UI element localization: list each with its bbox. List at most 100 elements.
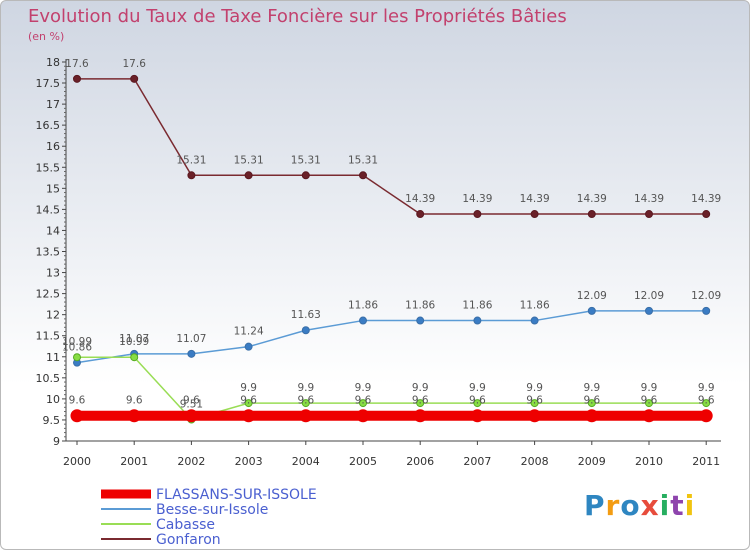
- y-tick-label: 10: [46, 393, 60, 406]
- data-point: [473, 399, 482, 408]
- data-point: [530, 210, 539, 219]
- x-tick-label: 2006: [406, 455, 434, 468]
- data-point: [587, 210, 596, 219]
- x-tick-label: 2002: [177, 455, 205, 468]
- y-tick-label: 15: [46, 182, 60, 195]
- data-label: 9.6: [412, 395, 429, 407]
- data-point: [585, 409, 599, 423]
- data-label: 9.9: [297, 382, 314, 394]
- data-label: 14.39: [634, 193, 664, 205]
- data-point: [587, 306, 596, 315]
- y-tick-label: 15.5: [36, 161, 61, 174]
- data-label: 9.6: [583, 395, 600, 407]
- data-label: 9.9: [469, 382, 486, 394]
- data-label: 10.99: [62, 336, 92, 348]
- logo-letter: o: [620, 489, 641, 522]
- y-tick-label: 14: [46, 224, 60, 237]
- x-tick-label: 2001: [120, 455, 148, 468]
- data-label: 11.86: [405, 300, 435, 312]
- data-point: [127, 409, 141, 423]
- x-tick-label: 2011: [692, 455, 720, 468]
- unit-label: (en %): [28, 30, 65, 43]
- data-point: [530, 399, 539, 408]
- data-label: 9.6: [183, 395, 200, 407]
- data-label: 15.31: [234, 154, 264, 166]
- logo-letter: i: [684, 489, 696, 522]
- x-tick-label: 2009: [578, 455, 606, 468]
- data-label: 11.07: [119, 333, 149, 345]
- data-label: 9.6: [126, 395, 143, 407]
- data-label: 9.51: [180, 399, 203, 411]
- data-label: 9.9: [355, 382, 372, 394]
- data-point: [642, 409, 656, 423]
- logo-letter: P: [584, 489, 606, 522]
- data-point: [187, 171, 196, 180]
- data-point: [359, 171, 367, 180]
- y-tick-label: 9.5: [43, 414, 61, 427]
- data-label: 15.31: [348, 154, 378, 166]
- data-label: 17.6: [65, 58, 89, 70]
- y-tick-label: 9: [53, 435, 60, 448]
- data-label: 14.39: [405, 193, 435, 205]
- x-tick-label: 2000: [63, 455, 91, 468]
- data-point: [242, 409, 256, 423]
- data-point: [528, 409, 542, 423]
- data-point: [702, 399, 711, 408]
- data-point: [73, 353, 81, 362]
- data-point: [416, 316, 425, 325]
- data-point: [359, 316, 367, 325]
- data-label: 9.9: [641, 382, 658, 394]
- y-tick-label: 13.5: [36, 246, 61, 259]
- data-point: [130, 74, 139, 83]
- logo-letter: i: [659, 489, 671, 522]
- y-tick-label: 17: [46, 98, 60, 111]
- data-label: 11.24: [234, 326, 264, 338]
- series-line-2: [77, 356, 707, 421]
- y-tick-label: 14.5: [36, 203, 61, 216]
- data-label: 17.6: [123, 58, 147, 70]
- x-tick-label: 2007: [463, 455, 491, 468]
- data-point: [473, 316, 482, 325]
- x-tick-label: 2004: [292, 455, 320, 468]
- data-label: 14.39: [577, 193, 607, 205]
- legend-label: Gonfaron: [156, 532, 221, 548]
- data-label: 10.99: [119, 336, 149, 348]
- legend-label: FLASSANS-SUR-ISSOLE: [156, 487, 317, 503]
- data-point: [587, 399, 596, 408]
- legend-label: Besse-sur-Issole: [156, 502, 268, 518]
- data-label: 14.39: [462, 193, 492, 205]
- data-label: 9.9: [526, 382, 543, 394]
- proxiti-logo: Proxiti: [584, 489, 695, 522]
- data-point: [301, 326, 310, 335]
- data-label: 9.6: [240, 395, 257, 407]
- y-tick-label: 17.5: [36, 77, 61, 90]
- y-tick-label: 16: [46, 140, 60, 153]
- data-label: 9.6: [69, 395, 86, 407]
- data-point: [244, 399, 253, 408]
- data-label: 11.86: [520, 300, 550, 312]
- logo-letter: t: [670, 489, 685, 522]
- data-point: [301, 399, 310, 408]
- data-label: 11.63: [291, 309, 321, 321]
- data-point: [187, 349, 196, 358]
- data-label: 15.31: [176, 154, 206, 166]
- y-tick-label: 12.5: [36, 288, 61, 301]
- data-point: [244, 171, 253, 180]
- data-point: [244, 342, 253, 351]
- data-point: [359, 399, 367, 408]
- data-point: [301, 171, 310, 180]
- data-label: 9.9: [240, 382, 257, 394]
- data-point: [645, 210, 653, 219]
- data-point: [130, 353, 139, 362]
- data-label: 11.86: [348, 300, 378, 312]
- data-point: [356, 409, 370, 423]
- data-label: 12.09: [634, 290, 664, 302]
- y-tick-label: 13: [46, 267, 60, 280]
- data-point: [645, 306, 653, 315]
- legend-label: Cabasse: [156, 517, 215, 533]
- data-point: [470, 409, 484, 423]
- data-label: 9.6: [469, 395, 486, 407]
- data-point: [702, 306, 711, 315]
